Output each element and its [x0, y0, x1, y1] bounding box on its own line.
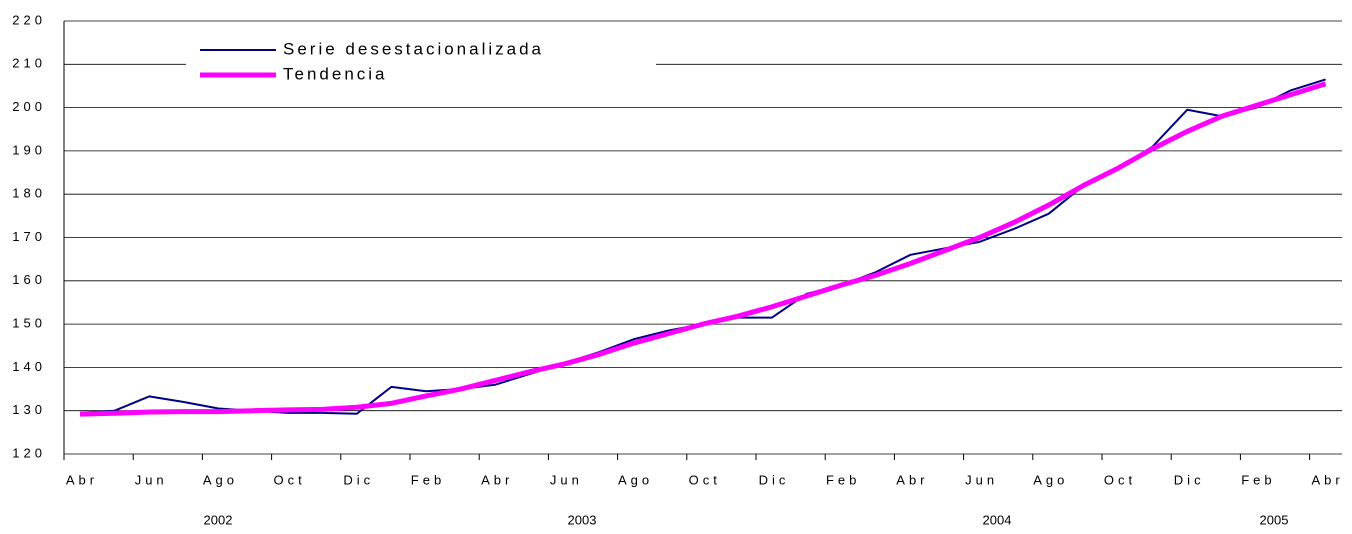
x-tick-label: Abr: [1311, 472, 1343, 487]
x-tick-label: Abr: [481, 472, 513, 487]
legend-label: Serie desestacionalizada: [283, 39, 544, 58]
legend-label: Tendencia: [283, 64, 388, 83]
y-tick-label: 200: [12, 99, 46, 114]
x-tick-label: Dic: [343, 472, 374, 487]
y-tick-label: 120: [12, 445, 46, 460]
series-line: [79, 81, 1327, 417]
x-tick-label: Oct: [689, 472, 721, 487]
x-tick-label: Ago: [203, 472, 238, 487]
y-tick-label: 210: [12, 56, 46, 71]
year-label: 2002: [204, 512, 233, 527]
x-tick-label: Jun: [135, 472, 168, 487]
year-label: 2005: [1260, 512, 1289, 527]
y-tick-label: 150: [12, 316, 46, 331]
x-tick-label: Oct: [1104, 472, 1136, 487]
y-tick-label: 190: [12, 142, 46, 157]
legend-box: [186, 38, 656, 90]
x-tick-label: Jun: [965, 472, 998, 487]
x-tick-label: Oct: [273, 472, 305, 487]
year-label: 2004: [983, 512, 1012, 527]
series-line: [79, 78, 1326, 415]
y-tick-label: 140: [12, 359, 46, 374]
x-tick-label: Feb: [826, 472, 860, 487]
x-tick-label: Abr: [66, 472, 98, 487]
y-tick-label: 220: [12, 12, 46, 27]
x-tick-label: Ago: [618, 472, 653, 487]
y-tick-label: 130: [12, 402, 46, 417]
x-tick-label: Dic: [759, 472, 790, 487]
y-tick-label: 160: [12, 272, 46, 287]
year-label: 2003: [568, 512, 597, 527]
y-tick-label: 170: [12, 229, 46, 244]
y-tick-label: 180: [12, 186, 46, 201]
x-tick-label: Ago: [1033, 472, 1068, 487]
x-tick-label: Jun: [550, 472, 583, 487]
x-tick-label: Feb: [1241, 472, 1275, 487]
x-tick-label: Dic: [1174, 472, 1205, 487]
x-tick-label: Abr: [896, 472, 928, 487]
x-tick-label: Feb: [411, 472, 445, 487]
